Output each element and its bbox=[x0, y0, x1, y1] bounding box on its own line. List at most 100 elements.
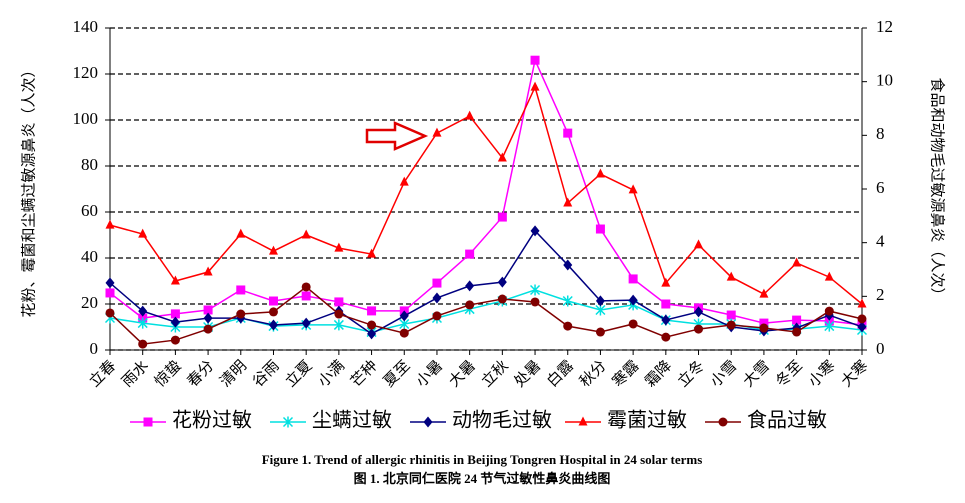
data-point bbox=[236, 309, 246, 319]
data-point bbox=[530, 297, 540, 307]
y-tick-label: 20 bbox=[81, 293, 98, 312]
data-point bbox=[595, 295, 605, 307]
legend-marker bbox=[718, 417, 728, 427]
x-tick-label: 惊蛰 bbox=[151, 357, 184, 390]
y2-tick-label: 2 bbox=[876, 285, 885, 304]
x-tick-label: 春分 bbox=[184, 357, 217, 390]
legend-marker bbox=[578, 416, 588, 426]
data-point bbox=[530, 55, 540, 65]
data-point bbox=[367, 328, 377, 340]
data-point bbox=[694, 306, 704, 318]
data-point bbox=[824, 271, 834, 281]
data-point bbox=[301, 291, 311, 301]
data-point bbox=[530, 81, 540, 91]
data-point bbox=[268, 245, 278, 255]
data-point bbox=[399, 328, 409, 338]
series-line bbox=[109, 57, 863, 326]
data-point bbox=[301, 282, 311, 292]
data-point bbox=[105, 219, 115, 229]
x-tick-label: 立秋 bbox=[478, 357, 511, 390]
data-point bbox=[465, 110, 475, 120]
x-tick-label: 小暑 bbox=[413, 357, 446, 390]
data-point bbox=[203, 305, 213, 315]
data-point bbox=[432, 311, 442, 321]
y2-axis-label: 食品和动物毛过敏源鼻炎（人次） bbox=[929, 77, 946, 302]
legend-marker bbox=[143, 417, 153, 427]
data-point bbox=[661, 314, 671, 326]
data-point bbox=[530, 225, 540, 237]
data-point bbox=[203, 312, 213, 324]
x-tick-label: 大暑 bbox=[446, 357, 479, 390]
x-tick-label: 大寒 bbox=[837, 357, 871, 391]
y2-tick-label: 12 bbox=[876, 17, 893, 36]
y-tick-label: 140 bbox=[73, 17, 99, 36]
x-tick-label: 夏至 bbox=[381, 358, 414, 391]
data-point bbox=[367, 306, 377, 316]
data-point bbox=[236, 228, 246, 238]
data-point bbox=[432, 127, 442, 137]
x-tick-label: 寒露 bbox=[608, 357, 642, 391]
data-point bbox=[138, 228, 148, 238]
data-point bbox=[138, 339, 148, 349]
data-point bbox=[824, 306, 834, 316]
data-point bbox=[661, 299, 671, 309]
data-point bbox=[628, 274, 638, 284]
data-point bbox=[628, 184, 638, 194]
data-point bbox=[726, 310, 736, 320]
data-point bbox=[137, 317, 148, 329]
x-tick-label: 雨水 bbox=[119, 357, 152, 390]
data-point bbox=[268, 319, 278, 331]
x-tick-label: 立夏 bbox=[282, 357, 315, 390]
x-tick-label: 冬至 bbox=[773, 357, 806, 390]
legend-label: 霉菌过敏 bbox=[607, 409, 687, 432]
legend-label: 食品过敏 bbox=[747, 409, 827, 432]
legend-label: 花粉过敏 bbox=[172, 409, 252, 432]
data-point bbox=[170, 316, 180, 328]
y-tick-label: 120 bbox=[73, 63, 99, 82]
data-point bbox=[497, 152, 507, 162]
data-point bbox=[497, 294, 507, 304]
data-point bbox=[465, 300, 475, 310]
data-point bbox=[399, 310, 409, 322]
data-point bbox=[465, 280, 475, 292]
y2-tick-label: 10 bbox=[876, 71, 893, 90]
caption-en: Figure 1. Trend of allergic rhinitis in … bbox=[262, 452, 703, 467]
legend-marker bbox=[282, 416, 294, 428]
data-point bbox=[563, 128, 573, 138]
x-tick-label: 白露 bbox=[544, 357, 577, 390]
data-point bbox=[595, 224, 605, 234]
data-point bbox=[661, 277, 671, 287]
data-point bbox=[759, 323, 769, 333]
data-point bbox=[661, 332, 671, 342]
data-point bbox=[367, 320, 377, 330]
x-tick-label: 处暑 bbox=[511, 357, 544, 390]
y-tick-label: 100 bbox=[73, 109, 99, 128]
data-point bbox=[105, 308, 115, 318]
data-point bbox=[236, 285, 246, 295]
data-point bbox=[432, 278, 442, 288]
data-point bbox=[334, 309, 344, 319]
data-point bbox=[138, 305, 148, 317]
data-point bbox=[301, 229, 311, 239]
data-point bbox=[595, 327, 605, 337]
data-point bbox=[203, 266, 213, 276]
data-point bbox=[563, 259, 573, 271]
data-point bbox=[759, 318, 769, 328]
x-tick-label: 谷雨 bbox=[249, 357, 282, 390]
data-point bbox=[268, 296, 278, 306]
data-point bbox=[792, 257, 802, 267]
data-point bbox=[792, 315, 802, 325]
y-tick-label: 40 bbox=[81, 247, 98, 266]
data-point bbox=[367, 248, 377, 258]
x-tick-label: 大雪 bbox=[740, 357, 773, 390]
data-point bbox=[105, 288, 115, 298]
series-line bbox=[109, 289, 863, 333]
data-point bbox=[465, 249, 475, 259]
legend-label: 动物毛过敏 bbox=[452, 409, 552, 432]
x-tick-label: 小寒 bbox=[805, 357, 839, 391]
data-point bbox=[203, 324, 213, 334]
data-point bbox=[726, 320, 736, 330]
data-point bbox=[857, 321, 867, 333]
data-point bbox=[105, 277, 115, 289]
data-point bbox=[170, 309, 180, 319]
